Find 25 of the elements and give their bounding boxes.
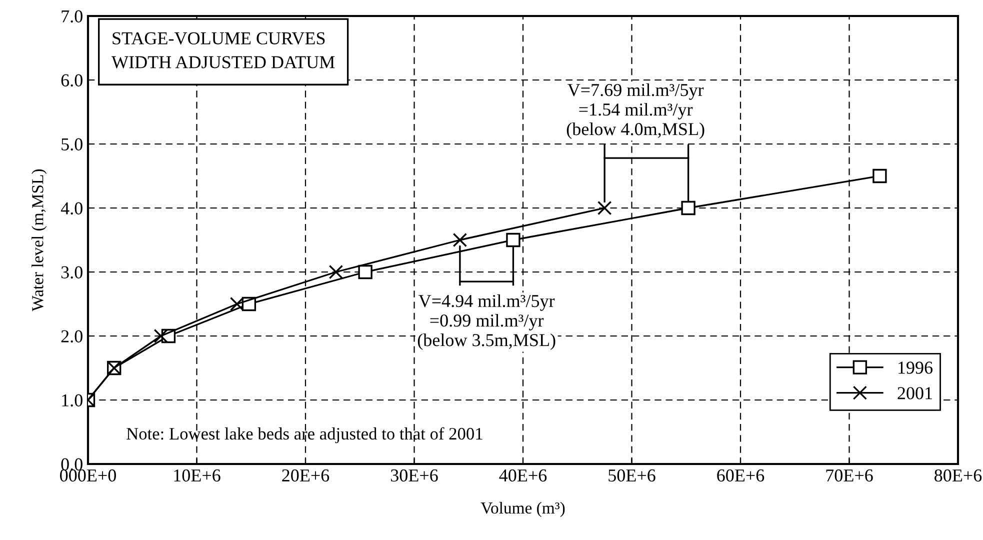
y-tick-label: 5.0 [62,138,82,151]
y-tick-label: 0.0 [61,458,82,471]
y-tick-label: 3.0 [61,266,82,279]
legend-label: 1996 [898,362,933,374]
x-axis-title: Volume (m³) [480,502,565,518]
legend-label: 2001 [898,387,932,400]
text: STAGE-VOLUME CURVES WIDTH ADJUSTED DATUM [112,32,335,68]
x-tick-label: 40E+6 [499,469,547,482]
y-axis-title: Water level (m,MSL) [32,169,47,312]
annotation: V=7.69 mil.m³/5yr =1.54 mil.m³/yr (below 4.0m,MSL) [566,83,704,139]
x-tick-label: 60E+6 [717,469,764,482]
x-tick-label: 50E+6 [608,469,656,482]
y-tick-label: 6.0 [61,74,82,87]
x-tick-label: 70E+6 [826,469,873,482]
x-tick-label: 10E+6 [174,469,220,482]
y-tick-label: 7.0 [62,10,82,23]
annotation: V=4.94 mil.m³/5yr =0.99 mil.m³/yr (below 3.5m,MSL) [418,294,556,350]
x-tick-label: 80E+6 [934,469,982,482]
y-tick-label: 4.0 [60,202,82,215]
y-tick-label: 2.0 [61,330,82,343]
y-tick-label: 1.0 [62,394,82,407]
annotation: Note: Lowest lake beds are adjusted to that of 2001 [126,427,482,444]
x-tick-label: 000E+0 [60,469,116,482]
x-tick-label: 30E+6 [390,469,438,482]
x-tick-label: 20E+6 [282,469,330,482]
